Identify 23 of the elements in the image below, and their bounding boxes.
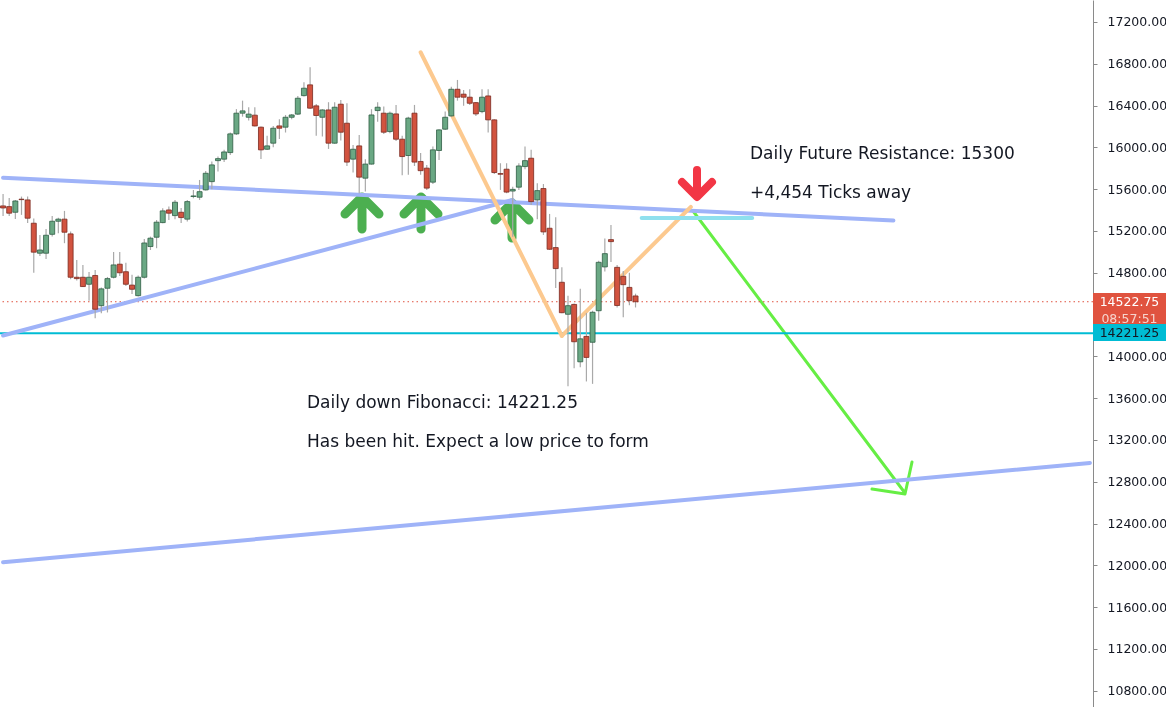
y-tick-label: 15200.00 [1107, 223, 1166, 239]
annotation: +4,454 Ticks away [750, 182, 912, 202]
y-tick-label: 16400.00 [1107, 98, 1166, 114]
y-tick-label: 11600.00 [1107, 599, 1166, 615]
y-tick-label: 14800.00 [1107, 265, 1166, 281]
y-tick-label: 17200.00 [1107, 14, 1166, 30]
y-tick-label: 13200.00 [1107, 432, 1166, 448]
y-tick-label: 13600.00 [1107, 390, 1166, 406]
y-tick-label: 16000.00 [1107, 139, 1166, 155]
y-tick-label: 12400.00 [1107, 516, 1166, 532]
y-tick-label: 11200.00 [1107, 641, 1166, 657]
annotation: Daily Future Resistance: 15300 [750, 143, 1015, 163]
ref-line-label: 14221.25 [1093, 324, 1166, 342]
y-tick-label: 15600.00 [1107, 181, 1166, 197]
annotation: Has been hit. Expect a low price to form [307, 431, 649, 451]
y-tick-label: 12800.00 [1107, 474, 1166, 490]
ref-line-label: 14522.75 [1098, 292, 1161, 310]
y-tick-label: 10800.00 [1107, 683, 1166, 699]
annotation: Daily down Fibonacci: 14221.25 [307, 392, 579, 412]
y-tick-label: 16800.00 [1107, 56, 1166, 72]
y-tick-label: 12000.00 [1107, 557, 1166, 573]
text: 08:57:51 [1100, 309, 1159, 327]
y-tick-label: 14000.00 [1107, 348, 1166, 364]
